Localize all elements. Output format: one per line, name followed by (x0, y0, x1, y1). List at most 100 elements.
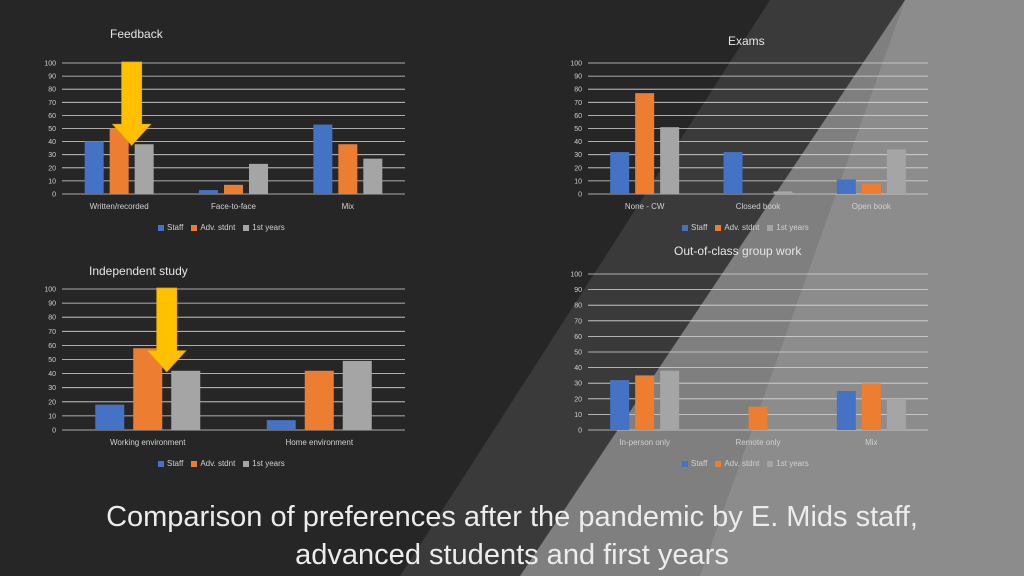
legend-swatch (243, 224, 250, 231)
y-tick-label: 0 (578, 192, 582, 199)
bar-adv (224, 184, 243, 194)
legend-swatch (715, 224, 722, 231)
legend-item-first: 1st years (767, 223, 809, 232)
legend-item-first: 1st years (243, 459, 285, 468)
legend-swatch (767, 224, 774, 231)
page-title-line-1: Comparison of preferences after the pand… (106, 501, 918, 533)
bar-first (773, 191, 793, 194)
x-category-label: Home environment (285, 438, 353, 447)
legend-swatch (243, 460, 250, 467)
y-tick-label: 10 (574, 178, 582, 185)
y-tick-label: 10 (48, 413, 56, 420)
x-category-label: Working environment (110, 438, 186, 447)
x-category-label: Mix (342, 202, 354, 211)
legend-label: Staff (691, 459, 708, 468)
y-tick-label: 40 (574, 139, 582, 146)
y-tick-label: 90 (48, 301, 56, 308)
bar-adv (304, 370, 334, 430)
legend-label: Adv. stdnt (724, 223, 760, 232)
legend-label: 1st years (252, 223, 285, 232)
y-tick-label: 90 (574, 287, 582, 294)
y-tick-label: 40 (48, 371, 56, 378)
bar-staff (313, 124, 333, 194)
y-tick-label: 100 (44, 287, 56, 294)
x-category-label: In-person only (619, 438, 670, 447)
y-tick-label: 100 (570, 61, 582, 68)
legend-label: 1st years (776, 223, 809, 232)
legend-item-staff: Staff (158, 459, 183, 468)
y-tick-label: 90 (48, 74, 56, 81)
y-tick-label: 80 (574, 87, 582, 94)
y-tick-label: 80 (48, 87, 56, 94)
legend-label: Adv. stdnt (200, 223, 236, 232)
page-title-line-2: advanced students and first years (295, 539, 729, 571)
y-tick-label: 50 (574, 126, 582, 133)
bar-staff (266, 420, 296, 430)
y-tick-label: 60 (574, 113, 582, 120)
chart-legend: Staff Adv. stdnt 1st years (158, 223, 285, 232)
bar-staff (84, 141, 104, 194)
legend-swatch (158, 460, 164, 467)
bar-staff (836, 391, 856, 430)
y-tick-label: 30 (48, 385, 56, 392)
legend-label: Staff (167, 459, 184, 468)
legend-item-staff: Staff (682, 459, 707, 468)
bar-first (342, 360, 372, 430)
bar-first (134, 144, 154, 194)
y-tick-label: 30 (574, 381, 582, 388)
bar-first (249, 163, 268, 194)
bar-first (363, 158, 383, 194)
y-tick-label: 60 (48, 343, 56, 350)
bar-staff (723, 152, 743, 194)
chart-title: Out-of-class group work (674, 244, 802, 258)
page-title: Comparison of preferences after the pand… (0, 498, 1024, 574)
legend-item-adv: Adv. stdnt (715, 223, 759, 232)
chart-legend: Staff Adv. stdnt 1st years (682, 223, 809, 232)
bar-staff (95, 404, 125, 430)
y-tick-label: 20 (574, 165, 582, 172)
y-tick-label: 40 (574, 365, 582, 372)
bar-staff (610, 380, 630, 430)
bar-first (171, 370, 201, 430)
bar-adv (338, 144, 358, 194)
y-tick-label: 20 (574, 396, 582, 403)
legend-swatch (767, 460, 774, 467)
legend-item-adv: Adv. stdnt (715, 459, 759, 468)
x-category-label: None - CW (625, 202, 665, 211)
legend-item-first: 1st years (243, 223, 285, 232)
y-tick-label: 0 (52, 428, 56, 435)
y-tick-label: 100 (44, 61, 56, 68)
legend-item-adv: Adv. stdnt (191, 223, 235, 232)
y-tick-label: 30 (574, 152, 582, 159)
legend-label: Staff (691, 223, 708, 232)
x-category-label: Open book (852, 202, 892, 211)
y-tick-label: 10 (574, 412, 582, 419)
chart-title: Independent study (89, 264, 188, 278)
bar-first (886, 149, 906, 194)
bar-first (660, 127, 680, 194)
y-tick-label: 90 (574, 74, 582, 81)
bar-staff (610, 152, 630, 194)
bar-first (660, 370, 680, 430)
y-tick-label: 50 (574, 350, 582, 357)
legend-swatch (682, 224, 688, 231)
bar-staff (836, 179, 856, 194)
legend-label: Adv. stdnt (724, 459, 760, 468)
bar-first (886, 398, 906, 430)
y-tick-label: 60 (574, 334, 582, 341)
chart-title: Exams (728, 34, 765, 48)
y-tick-label: 60 (48, 113, 56, 120)
y-tick-label: 70 (574, 318, 582, 325)
bar-adv (635, 375, 655, 430)
legend-swatch (682, 460, 688, 467)
y-tick-label: 80 (48, 315, 56, 322)
bar-adv (861, 383, 881, 430)
legend-swatch (715, 460, 722, 467)
legend-item-adv: Adv. stdnt (191, 459, 235, 468)
legend-label: 1st years (252, 459, 285, 468)
y-tick-label: 50 (48, 126, 56, 133)
y-tick-label: 10 (48, 178, 56, 185)
y-tick-label: 50 (48, 357, 56, 364)
